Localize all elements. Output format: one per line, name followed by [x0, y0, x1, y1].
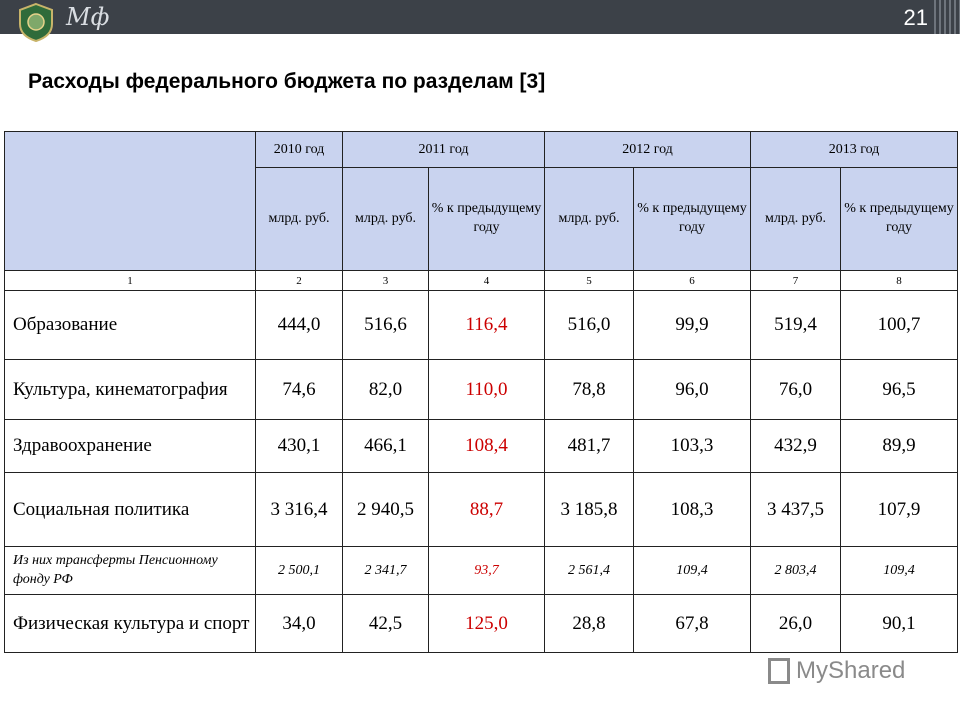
watermark: MyShared — [768, 657, 905, 685]
table-cell: 430,1 — [255, 419, 343, 473]
table-cell: 89,9 — [840, 419, 958, 473]
table-row: Здравоохранение 430,1 466,1 108,4 481,7 … — [4, 419, 958, 473]
table-cell: 42,5 — [342, 594, 429, 653]
unit-header: млрд. руб. — [544, 167, 634, 271]
unit-header: млрд. руб. — [255, 167, 343, 271]
table-cell: 110,0 — [428, 359, 545, 420]
row-label: Физическая культура и спорт — [4, 594, 256, 653]
row-label: Культура, кинематография — [4, 359, 256, 420]
table-row: Из них трансферты Пенсионному фонду РФ 2… — [4, 546, 958, 595]
table-row: Социальная политика 3 316,4 2 940,5 88,7… — [4, 472, 958, 547]
table-cell: 88,7 — [428, 472, 545, 547]
table-cell: 28,8 — [544, 594, 634, 653]
year-header: 2013 год — [750, 131, 958, 168]
table-row: Культура, кинематография 74,6 82,0 110,0… — [4, 359, 958, 420]
watermark-text: MyShared — [796, 657, 906, 684]
table-cell: 93,7 — [428, 546, 545, 595]
top-bar: Мф 21 — [0, 0, 960, 42]
percent-header: % к предыдущему году — [428, 167, 545, 271]
decorative-stripes — [934, 0, 960, 34]
table-cell: 3 437,5 — [750, 472, 841, 547]
table-cell: 100,7 — [840, 290, 958, 360]
table-cell: 2 803,4 — [750, 546, 841, 595]
watermark-logo-icon — [768, 658, 790, 684]
header-corner — [4, 131, 256, 271]
budget-table: 2010 год 2011 год 2012 год 2013 год млрд… — [4, 131, 958, 653]
table-cell: 2 341,7 — [342, 546, 429, 595]
row-label: Образование — [4, 290, 256, 360]
table-cell: 109,4 — [633, 546, 751, 595]
table-cell: 78,8 — [544, 359, 634, 420]
table-cell: 74,6 — [255, 359, 343, 420]
table-cell: 2 940,5 — [342, 472, 429, 547]
table-cell: 116,4 — [428, 290, 545, 360]
table-cell: 108,4 — [428, 419, 545, 473]
table-cell: 125,0 — [428, 594, 545, 653]
percent-header: % к предыдущему году — [840, 167, 958, 271]
table-cell: 3 185,8 — [544, 472, 634, 547]
table-row: Образование 444,0 516,6 116,4 516,0 99,9… — [4, 290, 958, 360]
table-cell: 76,0 — [750, 359, 841, 420]
table-cell: 2 500,1 — [255, 546, 343, 595]
table-cell: 34,0 — [255, 594, 343, 653]
column-index: 1 — [4, 270, 256, 291]
table-cell: 444,0 — [255, 290, 343, 360]
table-cell: 96,0 — [633, 359, 751, 420]
column-index: 6 — [633, 270, 751, 291]
table-cell: 519,4 — [750, 290, 841, 360]
unit-header: млрд. руб. — [750, 167, 841, 271]
slide-title: Расходы федерального бюджета по разделам… — [28, 70, 546, 93]
column-index: 2 — [255, 270, 343, 291]
column-index: 5 — [544, 270, 634, 291]
column-index: 4 — [428, 270, 545, 291]
column-index: 3 — [342, 270, 429, 291]
table-cell: 103,3 — [633, 419, 751, 473]
table-cell: 516,0 — [544, 290, 634, 360]
percent-header: % к предыдущему году — [633, 167, 751, 271]
year-header: 2012 год — [544, 131, 751, 168]
table-cell: 109,4 — [840, 546, 958, 595]
emblem-icon — [19, 2, 53, 42]
page-number: 21 — [903, 5, 928, 30]
org-name: Мф — [66, 3, 110, 31]
table-cell: 108,3 — [633, 472, 751, 547]
row-label: Социальная политика — [4, 472, 256, 547]
table-cell: 99,9 — [633, 290, 751, 360]
table-cell: 466,1 — [342, 419, 429, 473]
year-header: 2010 год — [255, 131, 343, 168]
column-index: 7 — [750, 270, 841, 291]
table-cell: 2 561,4 — [544, 546, 634, 595]
table-cell: 481,7 — [544, 419, 634, 473]
table-row: Физическая культура и спорт 34,0 42,5 12… — [4, 594, 958, 653]
row-label: Из них трансферты Пенсионному фонду РФ — [4, 546, 256, 595]
table-cell: 82,0 — [342, 359, 429, 420]
column-index: 8 — [840, 270, 958, 291]
table-cell: 516,6 — [342, 290, 429, 360]
table-cell: 67,8 — [633, 594, 751, 653]
year-header: 2011 год — [342, 131, 545, 168]
unit-header: млрд. руб. — [342, 167, 429, 271]
table-cell: 432,9 — [750, 419, 841, 473]
table-cell: 90,1 — [840, 594, 958, 653]
table-cell: 3 316,4 — [255, 472, 343, 547]
table-cell: 96,5 — [840, 359, 958, 420]
table-cell: 107,9 — [840, 472, 958, 547]
table-cell: 26,0 — [750, 594, 841, 653]
row-label: Здравоохранение — [4, 419, 256, 473]
